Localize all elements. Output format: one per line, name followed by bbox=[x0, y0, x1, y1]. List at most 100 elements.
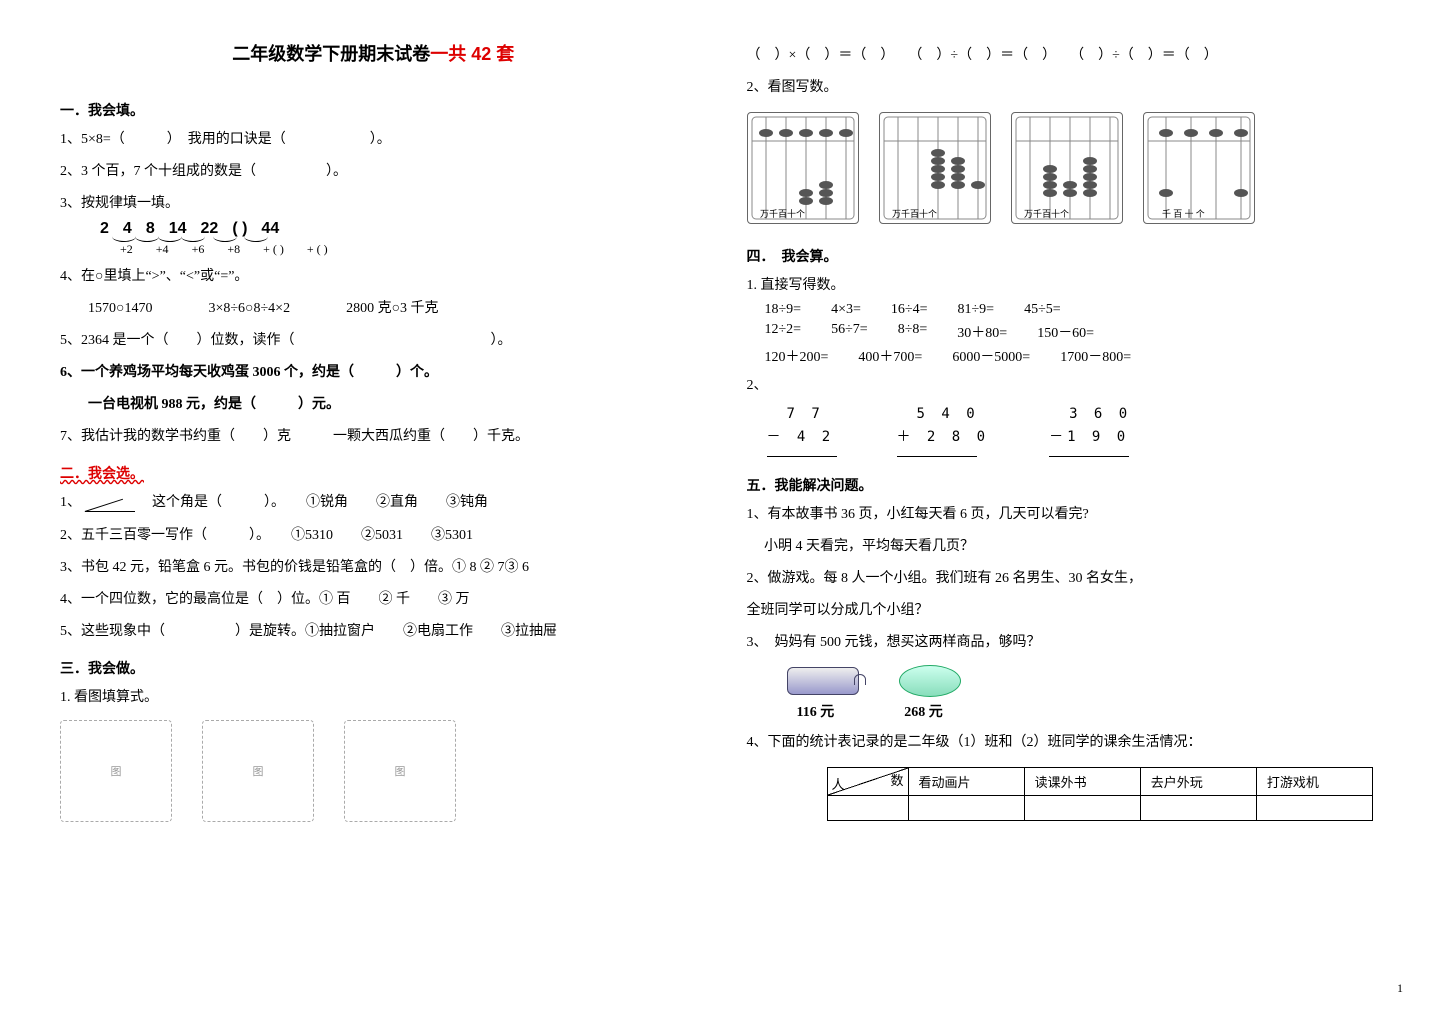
s2-q2: 2、五千三百零一写作（ ）。 ①5310 ②5031 ③5301 bbox=[60, 524, 687, 544]
svg-text:万千百十个: 万千百十个 bbox=[892, 208, 937, 219]
q6b: 一台电视机 988 元，约是（ ）元。 bbox=[60, 393, 687, 413]
calc-cell: 45÷5= bbox=[1024, 302, 1061, 318]
price-1: 116 元 bbox=[797, 701, 835, 721]
svg-text:万千百十个: 万千百十个 bbox=[760, 208, 805, 219]
calc-row-2: 12÷2= 56÷7= 8÷8= 30＋80= 150－60= bbox=[765, 322, 1374, 342]
calc-cell: 81÷9= bbox=[957, 302, 994, 318]
s5-q2b: 全班同学可以分成几个小组？ bbox=[747, 599, 1374, 619]
vert-b: ＋ 2 8 0 bbox=[897, 426, 990, 446]
pattern-sub: +4 bbox=[156, 242, 169, 257]
pattern-row: 2 4 8 14 22 ( ) 44 bbox=[100, 220, 687, 238]
page-number: 1 bbox=[1397, 981, 1403, 996]
price-2: 268 元 bbox=[904, 701, 943, 721]
section-3-head: 三．我会做。 bbox=[60, 658, 687, 678]
vert-2: 5 4 0 ＋ 2 8 0 bbox=[897, 406, 990, 457]
hr-icon bbox=[767, 456, 837, 457]
angle-icon bbox=[85, 494, 135, 512]
section-1-head: 一．我会填。 bbox=[60, 100, 687, 120]
section-2-head: 二．我会选。 bbox=[60, 463, 687, 483]
calc-cell: 4×3= bbox=[831, 302, 861, 318]
s4-q2-label: 2、 bbox=[747, 378, 768, 393]
abacus-icon: 万千百十个 bbox=[1011, 112, 1123, 224]
pattern-num: 8 bbox=[146, 220, 155, 238]
table-cell: 打游戏机 bbox=[1256, 768, 1372, 796]
q3: 3、按规律填一填。 bbox=[60, 192, 687, 212]
pic-placeholder: 图 bbox=[202, 720, 314, 822]
calc-cell: 6000－5000= bbox=[952, 346, 1030, 366]
s5-q2a: 2、做游戏。每 8 人一个小组。我们班有 26 名男生、30 名女生， bbox=[747, 567, 1374, 587]
s5-q3: 3、 妈妈有 500 元钱，想买这两样商品，够吗？ bbox=[747, 631, 1374, 651]
abacus-icon: 千 百 十 个 bbox=[1143, 112, 1255, 224]
abacus-row: 万千百十个 万千百十个 万千百十个 bbox=[747, 112, 1374, 224]
s2-q5: 5、这些现象中（ ）是旋转。①抽拉窗户 ②电扇工作 ③拉抽屉 bbox=[60, 620, 687, 640]
vert-3: 3 6 0 －1 9 0 bbox=[1049, 406, 1131, 457]
pattern-num: 2 bbox=[100, 220, 109, 238]
s2-q4: 4、一个四位数，它的最高位是（ ）位。① 百 ② 千 ③ 万 bbox=[60, 588, 687, 608]
s5-q1b: 小明 4 天看完，平均每天看几页？ bbox=[747, 535, 1374, 555]
s2-q1-text: 这个角是（ ）。 ①锐角 ②直角 ③钝角 bbox=[138, 495, 488, 510]
calc-row-3: 120＋200= 400＋700= 6000－5000= 1700－800= bbox=[765, 346, 1374, 366]
shop-row bbox=[787, 665, 1374, 697]
pattern-num: 14 bbox=[169, 220, 187, 238]
table-cell bbox=[827, 796, 908, 821]
pattern-num: ( ) bbox=[232, 220, 247, 238]
s2-q3: 3、书包 42 元，铅笔盒 6 元。书包的价钱是铅笔盒的（ ）倍。① 8 ② 7… bbox=[60, 556, 687, 576]
vert-a: 7 7 bbox=[767, 406, 837, 422]
pattern-num: 22 bbox=[201, 220, 219, 238]
hr-icon bbox=[897, 456, 977, 457]
calc-cell: 16÷4= bbox=[891, 302, 928, 318]
q6a: 6、一个养鸡场平均每天收鸡蛋 3006 个，约是（ ）个。 bbox=[60, 361, 687, 381]
abacus-icon: 万千百十个 bbox=[879, 112, 991, 224]
stats-table: 人 数 看动画片 读课外书 去户外玩 打游戏机 bbox=[827, 767, 1374, 821]
section-5-head: 五．我能解决问题。 bbox=[747, 475, 1374, 495]
table-cell: 读课外书 bbox=[1024, 768, 1140, 796]
title: 二年级数学下册期末试卷一共 42 套 bbox=[60, 40, 687, 66]
s2-q1: 1、 这个角是（ ）。 ①锐角 ②直角 ③钝角 bbox=[60, 491, 687, 512]
table-cell: 看动画片 bbox=[908, 768, 1024, 796]
calc-cell: 120＋200= bbox=[765, 346, 829, 366]
vert-a: 3 6 0 bbox=[1049, 406, 1131, 422]
q4-items: 1570○1470 3×8÷6○8÷4×2 2800 克○3 千克 bbox=[60, 297, 687, 317]
pic-placeholder: 图 bbox=[344, 720, 456, 822]
s3-q1: 1. 看图填算式。 bbox=[60, 686, 687, 706]
table-cell: 去户外玩 bbox=[1140, 768, 1256, 796]
price-row: 116 元 268 元 bbox=[797, 701, 1374, 721]
svg-text:万千百十个: 万千百十个 bbox=[1024, 208, 1069, 219]
title-black: 二年级数学下册期末试卷 bbox=[232, 44, 430, 64]
pic-placeholder: 图 bbox=[60, 720, 172, 822]
vert-b: －1 9 0 bbox=[1049, 426, 1131, 446]
table-cell bbox=[1140, 796, 1256, 821]
abacus-icon: 万千百十个 bbox=[747, 112, 859, 224]
eq-line: （ ）×（ ）＝（ ） （ ）÷（ ）＝（ ） （ ）÷（ ）＝（ ） bbox=[747, 44, 1374, 64]
diag-left: 人 bbox=[832, 774, 845, 793]
q1: 1、5×8=（ ） 我用的口诀是（ ）。 bbox=[60, 128, 687, 148]
right-column: （ ）×（ ）＝（ ） （ ）÷（ ）＝（ ） （ ）÷（ ）＝（ ） 2、看图… bbox=[747, 40, 1374, 971]
table-row bbox=[827, 796, 1373, 821]
pattern-sub: +6 bbox=[192, 242, 205, 257]
title-red: 一共 42 套 bbox=[430, 44, 514, 64]
q5: 5、2364 是一个（ ）位数，读作（ ）。 bbox=[60, 329, 687, 349]
diag-right: 数 bbox=[890, 770, 903, 789]
calc-cell: 18÷9= bbox=[765, 302, 802, 318]
svg-text:千 百 十 个: 千 百 十 个 bbox=[1162, 208, 1205, 219]
s4-q1: 1. 直接写得数。 bbox=[747, 274, 1374, 294]
calc-cell: 1700－800= bbox=[1060, 346, 1131, 366]
table-row: 人 数 看动画片 读课外书 去户外玩 打游戏机 bbox=[827, 768, 1373, 796]
pattern-sub: + ( ) bbox=[307, 242, 328, 257]
pattern-sub: +8 bbox=[227, 242, 240, 257]
pattern-sub: +2 bbox=[120, 242, 133, 257]
vert-calc-row: 7 7 － 4 2 5 4 0 ＋ 2 8 0 3 6 0 －1 9 0 bbox=[767, 406, 1374, 457]
product-icon bbox=[787, 667, 859, 695]
left-column: 二年级数学下册期末试卷一共 42 套 一．我会填。 1、5×8=（ ） 我用的口… bbox=[60, 40, 687, 971]
pattern-sub: + ( ) bbox=[263, 242, 284, 257]
calc-cell: 56÷7= bbox=[831, 322, 868, 342]
table-cell bbox=[908, 796, 1024, 821]
s4-q2: 2、 bbox=[747, 374, 1374, 394]
pattern-sub-row: +2 +4 +6 +8 + ( ) + ( ) bbox=[120, 242, 687, 257]
s2-q1-prefix: 1、 bbox=[60, 495, 81, 510]
s5-q4: 4、下面的统计表记录的是二年级（1）班和（2）班同学的课余生活情况： bbox=[747, 731, 1374, 751]
pattern-num: 4 bbox=[123, 220, 132, 238]
pic-row: 图 图 图 bbox=[60, 720, 687, 822]
calc-cell: 12÷2= bbox=[765, 322, 802, 342]
product-icon bbox=[899, 665, 961, 697]
